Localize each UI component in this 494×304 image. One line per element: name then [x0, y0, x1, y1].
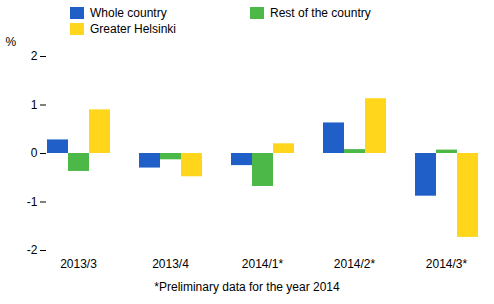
svg-text:1: 1 [31, 98, 38, 112]
html-text:*Preliminary data for the year: *Preliminary data for the year 2014 [154, 280, 340, 294]
svg-text:2014/2*: 2014/2* [334, 257, 376, 271]
svg-text:%: % [6, 35, 17, 49]
html-text:Rest of the country: Rest of the country [270, 6, 371, 20]
svg-text:2013/4: 2013/4 [152, 257, 189, 271]
svg-text:2014/1*: 2014/1* [242, 257, 284, 271]
svg-text:-2: -2 [27, 243, 38, 257]
html-text:Greater Helsinki: Greater Helsinki [90, 22, 176, 36]
html-text:Whole country: Whole country [90, 6, 167, 20]
svg-text:0: 0 [31, 146, 38, 160]
svg-text:-1: -1 [27, 195, 38, 209]
svg-text:2013/3: 2013/3 [60, 257, 97, 271]
svg-text:2: 2 [31, 49, 38, 63]
svg-text:2014/3*: 2014/3* [426, 257, 468, 271]
